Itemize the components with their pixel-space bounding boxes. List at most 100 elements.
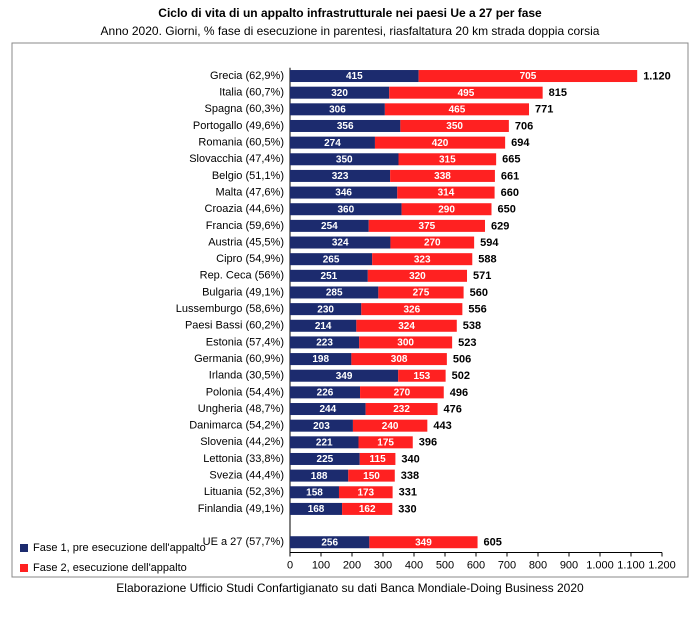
bar-segment — [290, 386, 361, 399]
value-label: 315 — [439, 154, 456, 165]
bar-segment — [290, 319, 357, 332]
value-label: 153 — [414, 371, 431, 382]
bar-segment — [352, 419, 428, 432]
bar-segment — [418, 70, 638, 83]
bar-segment — [397, 186, 495, 199]
total-label: 523 — [458, 337, 476, 349]
y-tick-label: Austria (45,5%) — [208, 236, 284, 248]
value-label: 256 — [321, 537, 338, 548]
bar-segment — [378, 286, 464, 299]
value-label: 314 — [438, 188, 455, 199]
value-label: 240 — [382, 421, 399, 432]
bar-segment — [290, 169, 391, 182]
value-label: 115 — [370, 454, 387, 465]
total-label: 330 — [398, 503, 416, 515]
legend-swatch — [20, 564, 28, 572]
x-tick-label: 700 — [498, 559, 516, 571]
bar-segment — [356, 319, 457, 332]
bar-segment — [358, 436, 413, 449]
total-label: 660 — [501, 187, 519, 199]
y-tick-label: Lussemburgo (58,6%) — [176, 303, 284, 315]
value-label: 168 — [308, 504, 325, 515]
bar-segment — [290, 469, 349, 482]
value-label: 705 — [520, 71, 537, 82]
bar-segment — [398, 153, 497, 166]
total-label: 476 — [444, 403, 462, 415]
y-tick-label: Romania (60,5%) — [198, 137, 284, 149]
legend-label: Fase 1, pre esecuzione dell'appalto — [33, 542, 206, 554]
y-tick-label: Spagna (60,3%) — [205, 103, 285, 115]
value-label: 198 — [312, 354, 329, 365]
bar-segment — [290, 502, 343, 515]
total-label: 815 — [549, 87, 567, 99]
value-label: 420 — [432, 138, 449, 149]
y-tick-label: Italia (60,7%) — [219, 87, 284, 99]
value-label: 275 — [413, 288, 430, 299]
value-label: 173 — [357, 487, 374, 498]
total-label: 1.120 — [643, 70, 671, 82]
bar-segment — [290, 186, 398, 199]
value-label: 350 — [336, 154, 353, 165]
bar-segment — [290, 70, 419, 83]
bar-segment — [290, 353, 352, 366]
value-label: 308 — [391, 354, 408, 365]
value-label: 150 — [363, 471, 380, 482]
value-label: 223 — [316, 338, 333, 349]
total-label: 605 — [484, 537, 502, 549]
bar-segment — [290, 136, 375, 149]
value-label: 270 — [394, 388, 411, 399]
value-label: 338 — [434, 171, 451, 182]
total-label: 502 — [452, 370, 470, 382]
bar-segment — [290, 536, 370, 549]
bar-segment — [359, 336, 453, 349]
bar-segment — [360, 386, 444, 399]
bar-segment — [290, 419, 353, 432]
y-tick-label: Ungheria (48,7%) — [198, 403, 284, 415]
bar-segment — [290, 103, 385, 116]
value-label: 349 — [336, 371, 353, 382]
value-label: 162 — [359, 504, 376, 515]
x-tick-label: 100 — [312, 559, 330, 571]
value-label: 323 — [332, 171, 349, 182]
bar-segment — [384, 103, 530, 116]
y-tick-label: Francia (59,6%) — [206, 220, 284, 232]
value-label: 320 — [331, 88, 348, 99]
y-tick-label: Paesi Bassi (60,2%) — [185, 320, 284, 332]
legend-label: Fase 2, esecuzione dell'appalto — [33, 562, 187, 574]
value-label: 285 — [326, 288, 343, 299]
bar-segment — [290, 86, 390, 99]
bar-segment — [290, 119, 401, 132]
total-label: 560 — [470, 287, 488, 299]
value-label: 188 — [311, 471, 328, 482]
bar-segment — [290, 286, 379, 299]
total-label: 496 — [450, 387, 468, 399]
value-label: 300 — [397, 338, 414, 349]
chart-frame — [11, 42, 689, 578]
bar-segment — [348, 469, 395, 482]
x-tick-label: 800 — [529, 559, 547, 571]
y-tick-label: Slovenia (44,2%) — [200, 436, 284, 448]
x-tick-label: 1.200 — [648, 559, 676, 571]
bar-segment — [369, 536, 478, 549]
y-tick-label: Cipro (54,9%) — [216, 253, 284, 265]
total-label: 338 — [401, 470, 419, 482]
total-label: 571 — [473, 270, 491, 282]
x-tick-label: 1.000 — [586, 559, 614, 571]
bar-segment — [389, 86, 543, 99]
value-label: 326 — [403, 304, 420, 315]
total-label: 594 — [480, 237, 499, 249]
value-label: 221 — [316, 437, 333, 448]
value-label: 360 — [337, 204, 354, 215]
value-label: 244 — [319, 404, 336, 415]
value-label: 415 — [346, 71, 363, 82]
chart-subtitle: Anno 2020. Giorni, % fase di esecuzione … — [101, 24, 600, 38]
value-label: 356 — [337, 121, 354, 132]
source-note: Elaborazione Ufficio Studi Confartigiana… — [116, 581, 584, 595]
total-label: 650 — [498, 204, 516, 216]
bar-segment — [290, 269, 368, 282]
value-label: 270 — [424, 238, 441, 249]
x-tick-label: 400 — [405, 559, 423, 571]
value-label: 290 — [438, 204, 455, 215]
y-tick-label: Bulgaria (49,1%) — [202, 286, 284, 298]
chart-title: Ciclo di vita di un appalto infrastruttu… — [158, 6, 542, 20]
